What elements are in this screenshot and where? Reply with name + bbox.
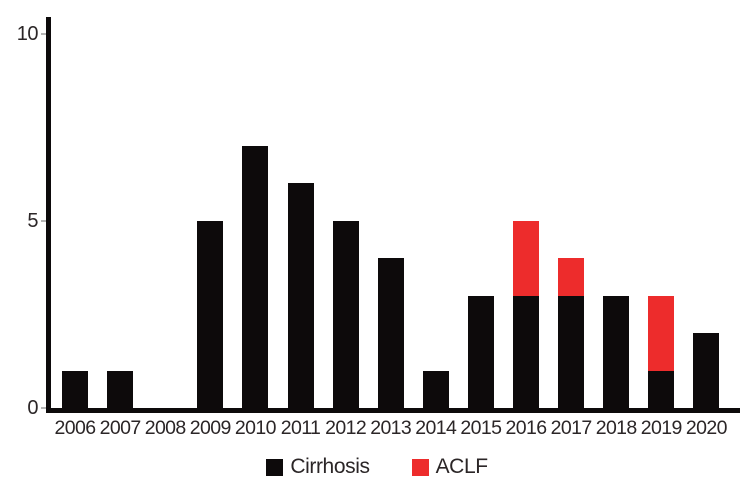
legend-label-cirrhosis: Cirrhosis [290,455,370,478]
y-tick-label: 0 [27,397,38,419]
x-tick-label-2019: 2019 [640,417,683,439]
bar-segment-cirrhosis-2009 [197,220,224,408]
bar-segment-cirrhosis-2010 [242,145,269,408]
bar-segment-cirrhosis-2015 [467,295,494,408]
bar-segment-cirrhosis-2018 [603,295,630,408]
y-tick-mark [41,407,46,409]
y-tick-label: 10 [16,22,39,45]
x-tick-label-2009: 2009 [189,417,232,439]
legend-item-aclf: ACLF [411,455,488,479]
legend: Cirrhosis ACLF [0,455,754,479]
y-tick-label: 5 [27,209,38,232]
x-tick-label-2011: 2011 [280,417,321,439]
bar-segment-cirrhosis-2006 [62,370,88,408]
bar-segment-aclf-2017 [558,258,585,296]
x-tick-label-2018: 2018 [595,417,638,439]
bar-segment-aclf-2019 [648,295,675,371]
bar-segment-cirrhosis-2012 [332,220,359,408]
x-tick-label-2006: 2006 [54,417,97,439]
x-tick-label-2017: 2017 [550,417,593,439]
cirrhosis-swatch-icon [266,458,284,476]
y-axis-line [46,17,51,413]
x-tick-label-2007: 2007 [99,417,142,439]
x-tick-label-2010: 2010 [234,417,277,439]
x-tick-label-2016: 2016 [505,417,548,439]
bar-segment-cirrhosis-2013 [377,258,404,408]
bar-segment-cirrhosis-2016 [513,295,539,408]
legend-item-cirrhosis: Cirrhosis [266,455,370,479]
x-tick-label-2008: 2008 [144,417,187,439]
bar-segment-cirrhosis-2011 [287,183,314,408]
bar-segment-cirrhosis-2007 [107,370,134,408]
legend-label-aclf: ACLF [435,455,488,478]
x-tick-label-2020: 2020 [685,417,728,439]
y-tick-mark [41,32,46,35]
x-tick-label-2013: 2013 [370,417,412,439]
y-tick-mark [41,219,46,222]
bar-segment-cirrhosis-2019 [648,370,675,408]
aclf-swatch-icon [411,458,429,476]
bar-segment-aclf-2016 [513,220,539,296]
x-tick-label-2014: 2014 [415,417,457,439]
bar-segment-cirrhosis-2020 [693,333,720,408]
x-tick-label-2015: 2015 [460,417,502,439]
x-tick-label-2012: 2012 [325,417,367,439]
x-axis-line [46,408,740,413]
bar-segment-cirrhosis-2014 [422,370,449,408]
bar-segment-cirrhosis-2017 [558,295,585,408]
